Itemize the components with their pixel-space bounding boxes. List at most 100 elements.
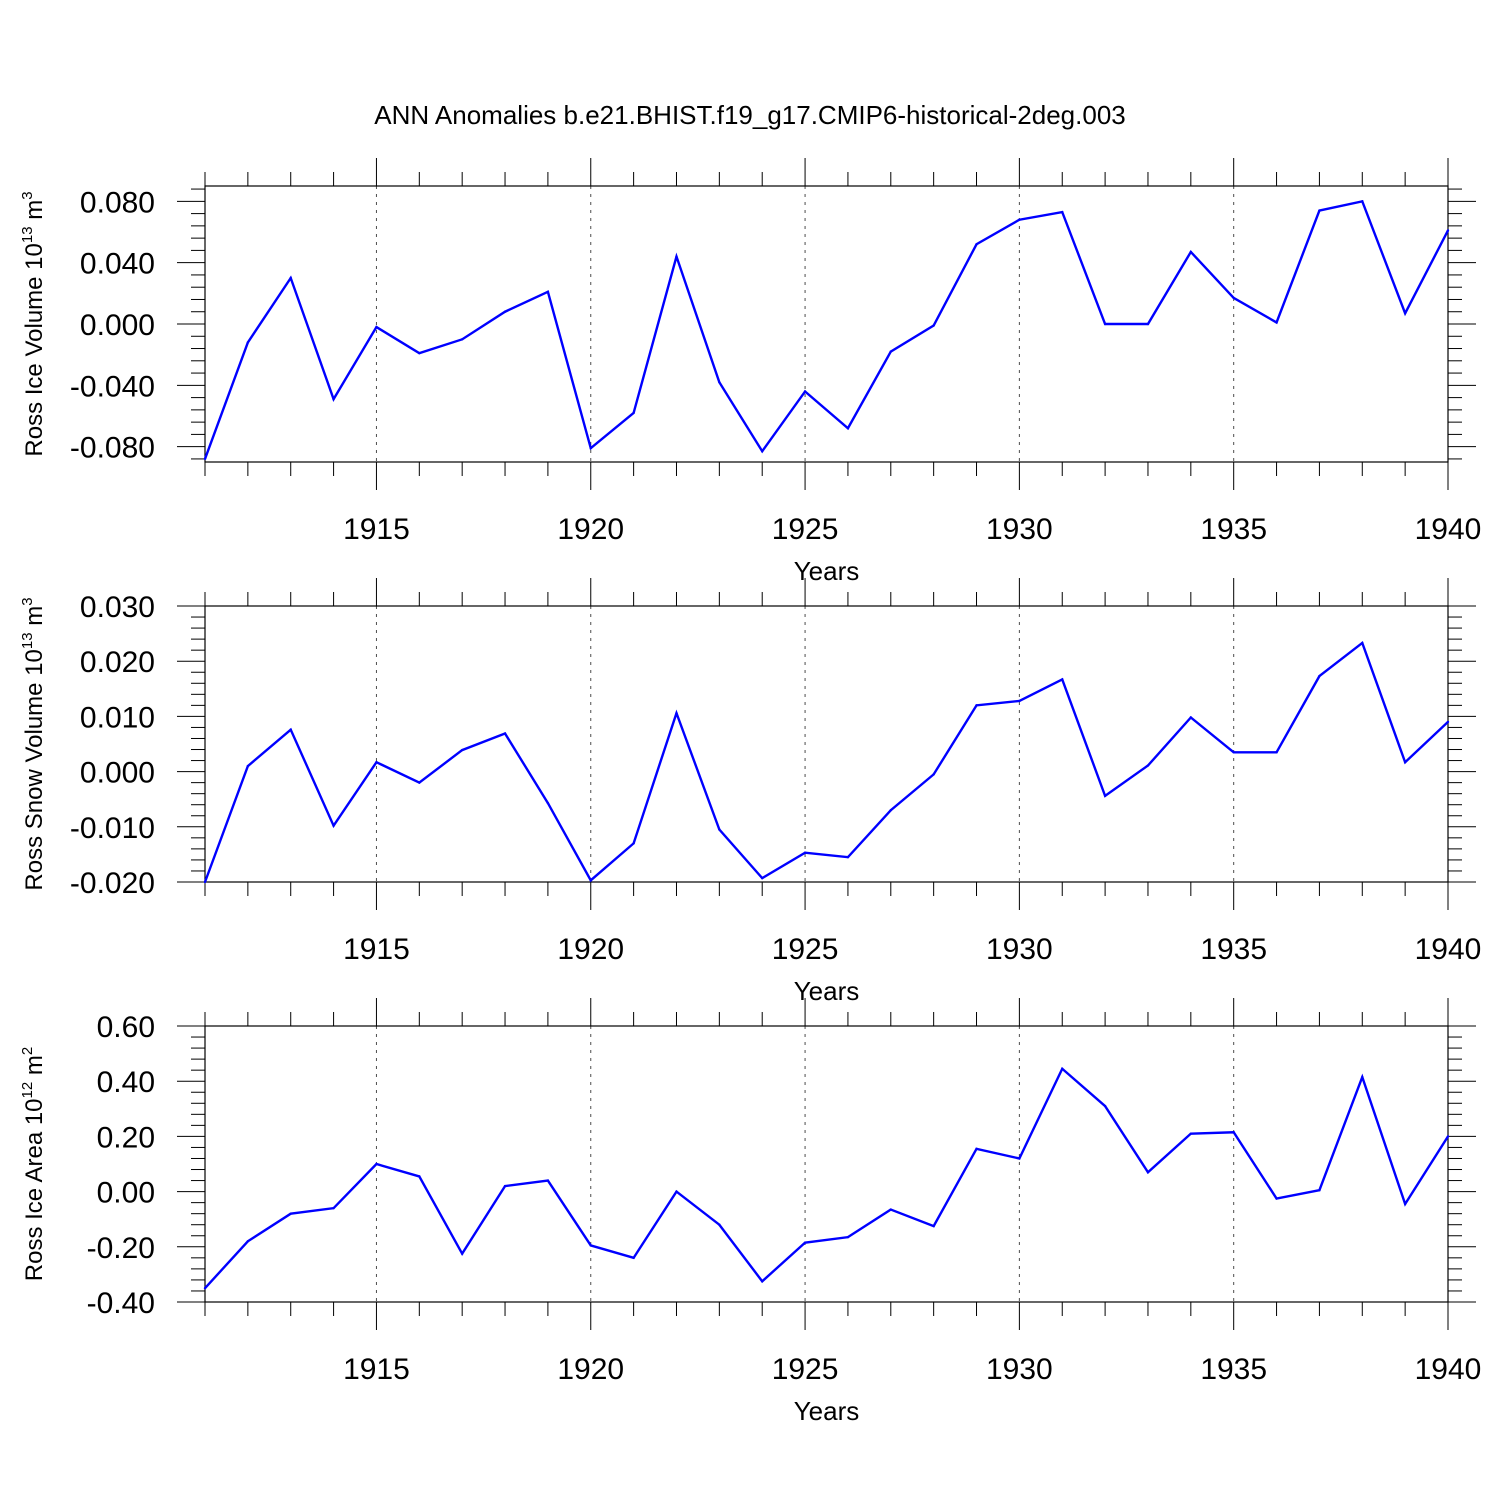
data-point	[761, 450, 764, 453]
data-point	[289, 1212, 292, 1215]
y-tick-label: 0.020	[80, 646, 155, 679]
series-line	[204, 1066, 1450, 1290]
data-point	[803, 390, 807, 393]
data-point	[546, 1179, 550, 1182]
data-point	[632, 842, 635, 845]
data-point	[589, 879, 592, 882]
data-point	[375, 761, 378, 764]
data-point	[803, 1241, 807, 1244]
data-point	[1275, 321, 1278, 324]
x-tick-label: 1925	[772, 933, 839, 966]
data-point	[418, 1175, 421, 1178]
y-axis-label-part: Ross Ice Volume 10	[21, 243, 48, 456]
data-point	[1061, 210, 1064, 214]
y-tick-label: 0.40	[97, 1066, 155, 1099]
data-point	[1318, 1189, 1321, 1192]
y-tick-label: -0.010	[70, 812, 155, 845]
y-tick-label: -0.20	[87, 1232, 155, 1265]
y-tick-label: -0.040	[70, 370, 155, 403]
data-point	[632, 1256, 635, 1260]
y-tick-label: 0.000	[80, 757, 155, 790]
data-point	[761, 876, 764, 880]
data-point	[289, 728, 292, 731]
data-point	[889, 809, 892, 812]
data-point	[503, 1184, 507, 1188]
data-point	[589, 1244, 592, 1247]
data-point	[1103, 322, 1107, 326]
data-point	[1361, 200, 1364, 203]
panels: -0.080 -0.040 0.000 0.040 0.080 1915 1920 1925 1…	[19, 158, 1481, 1426]
data-point	[889, 1208, 892, 1211]
data-point	[675, 255, 678, 258]
x-tick-label: 1935	[1200, 1353, 1267, 1386]
data-point	[675, 1190, 678, 1193]
data-point	[203, 457, 207, 461]
data-point	[1275, 751, 1278, 754]
data-point	[1361, 641, 1364, 645]
series-line	[203, 199, 1450, 460]
data-point	[1318, 674, 1321, 678]
y-axis-label-part: 13	[19, 226, 36, 243]
y-tick-label: 0.000	[80, 309, 155, 342]
y-axis-label: Ross Ice Area 1012 m2	[19, 1047, 48, 1281]
data-point	[246, 341, 250, 344]
data-point	[1018, 699, 1021, 703]
x-tick-label: 1940	[1415, 933, 1482, 966]
data-point	[503, 310, 507, 313]
y-axis-label-part: 2	[19, 1047, 36, 1055]
y-axis-label-part: Ross Snow Volume 10	[21, 649, 48, 890]
y-tick-label: 0.010	[80, 701, 155, 734]
y-axis-label-part: Ross Ice Area 10	[21, 1098, 48, 1281]
y-tick-label: -0.020	[70, 867, 155, 900]
data-point	[203, 880, 207, 884]
data-point	[503, 732, 507, 735]
y-tick-label: 0.20	[97, 1121, 155, 1154]
data-point	[1189, 716, 1193, 719]
x-tick-label: 1920	[557, 933, 624, 966]
data-point	[546, 801, 550, 805]
x-tick-label: 1935	[1200, 513, 1267, 546]
data-point	[975, 704, 978, 707]
plot-frame	[204, 605, 1449, 883]
data-point	[632, 411, 635, 415]
data-point	[932, 324, 935, 327]
data-point	[718, 828, 721, 831]
data-point	[1275, 1197, 1278, 1200]
x-tick-label: 1920	[557, 513, 624, 546]
x-tick-label: 1930	[986, 1353, 1053, 1386]
y-tick-label: 0.030	[80, 591, 155, 624]
data-point	[418, 781, 421, 784]
data-point	[1146, 764, 1150, 767]
data-point	[803, 851, 807, 854]
x-tick-label: 1930	[986, 513, 1053, 546]
series-line	[203, 641, 1449, 883]
x-tick-label: 1925	[772, 1353, 839, 1386]
data-point	[1061, 678, 1064, 681]
data-point	[1018, 1157, 1021, 1160]
data-point	[418, 351, 421, 355]
data-point	[460, 748, 464, 752]
data-point	[1146, 322, 1150, 326]
x-tick-label: 1940	[1415, 513, 1482, 546]
data-point	[846, 427, 850, 430]
data-point	[1189, 250, 1193, 254]
data-point	[1446, 1135, 1450, 1138]
data-point	[375, 325, 378, 329]
y-tick-label: 0.00	[97, 1177, 155, 1210]
panel-3: -0.40 -0.20 0.00 0.20 0.40 0.60 1915 1920 1925 19…	[19, 998, 1481, 1426]
data-point	[932, 773, 935, 776]
data-point	[289, 276, 292, 280]
data-point	[1061, 1067, 1064, 1070]
data-point	[975, 1147, 978, 1151]
y-tick-label: 0.040	[80, 248, 155, 281]
data-point	[761, 1280, 764, 1283]
data-point	[460, 1252, 464, 1255]
panel-1: -0.080 -0.040 0.000 0.040 0.080 1915 1920 1925 1…	[19, 158, 1481, 586]
data-point	[203, 1287, 207, 1290]
plot-frame	[204, 1025, 1449, 1303]
data-point	[1146, 1171, 1150, 1174]
y-tick-label: -0.080	[70, 432, 155, 465]
data-point	[589, 447, 592, 450]
data-point	[246, 1240, 250, 1243]
